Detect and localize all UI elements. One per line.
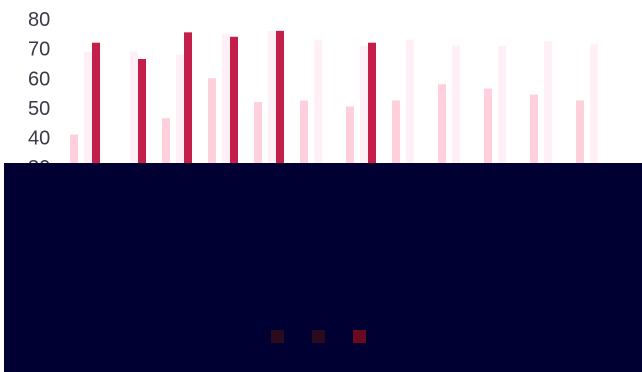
bar-series-2 xyxy=(360,45,368,256)
bar-series-2 xyxy=(84,51,92,257)
legend-swatch xyxy=(270,329,284,343)
bar-series-2 xyxy=(176,54,184,256)
bar-series-2 xyxy=(452,45,460,256)
y-tick-label: 40 xyxy=(28,128,50,150)
legend-swatch xyxy=(311,329,325,343)
bar-series-2 xyxy=(268,30,276,256)
bar-series-3 xyxy=(138,58,146,257)
bar-series-3 xyxy=(230,36,238,257)
y-tick-label: 50 xyxy=(28,98,50,120)
bar-series-3 xyxy=(92,42,100,257)
y-tick-label: 70 xyxy=(28,39,50,61)
bar-series-2 xyxy=(314,39,322,256)
y-tick-label: 60 xyxy=(28,68,50,90)
y-tick-label: 80 xyxy=(28,9,50,31)
y-axis-ticks: 304050607080 xyxy=(28,9,50,179)
bar-series-2 xyxy=(222,33,230,256)
bar-series-2 xyxy=(544,41,552,256)
legend-item-2 xyxy=(311,329,331,343)
bar-series-3 xyxy=(276,30,284,256)
legend xyxy=(0,324,642,348)
bar-series-2 xyxy=(590,44,598,257)
bar-series-2 xyxy=(130,51,138,257)
legend-item-1 xyxy=(270,329,290,343)
bar-series-2 xyxy=(406,39,414,256)
bar-series-3 xyxy=(184,32,192,256)
legend-swatch xyxy=(352,329,366,343)
bar-series-3 xyxy=(368,42,376,257)
bar-series-2 xyxy=(498,45,506,256)
legend-item-3 xyxy=(352,329,372,343)
